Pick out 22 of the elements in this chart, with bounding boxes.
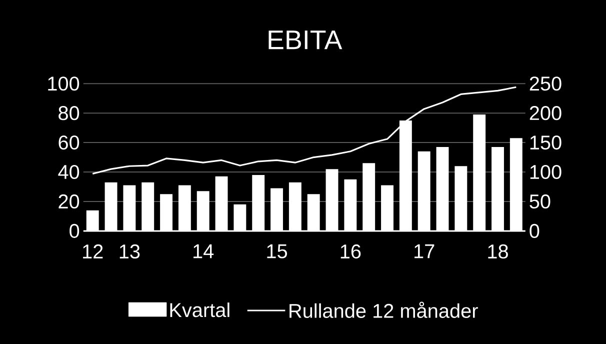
y2-tick-label: 50 [530,194,550,208]
x-tick-label: 16 [340,244,361,258]
x-tick-label: 15 [267,244,287,258]
y-tick-label: 60 [58,135,80,150]
y-tick-label: 0 [70,224,80,238]
y2-tick-label: 150 [530,135,562,150]
y2-tick-label: 0 [530,224,540,238]
x-tick-label: 12 [83,244,103,258]
y2-tick-label: 250 [530,76,562,90]
y-tick-label: 80 [58,106,80,120]
legend-label: Kvartal [170,302,230,317]
x-tick-label: 14 [194,244,214,258]
x-tick-label: 17 [414,244,434,258]
x-tick-label: 18 [488,244,508,258]
y-tick-label: 20 [58,194,80,208]
x-tick-label: 13 [120,244,140,258]
y2-tick-label: 200 [530,106,562,120]
y-tick-label: 100 [48,76,80,90]
legend-label: Rullande 12 månader [290,302,478,318]
y2-tick-label: 100 [530,164,562,179]
y-tick-label: 40 [58,164,80,179]
chart-title: EBITA [268,30,342,49]
